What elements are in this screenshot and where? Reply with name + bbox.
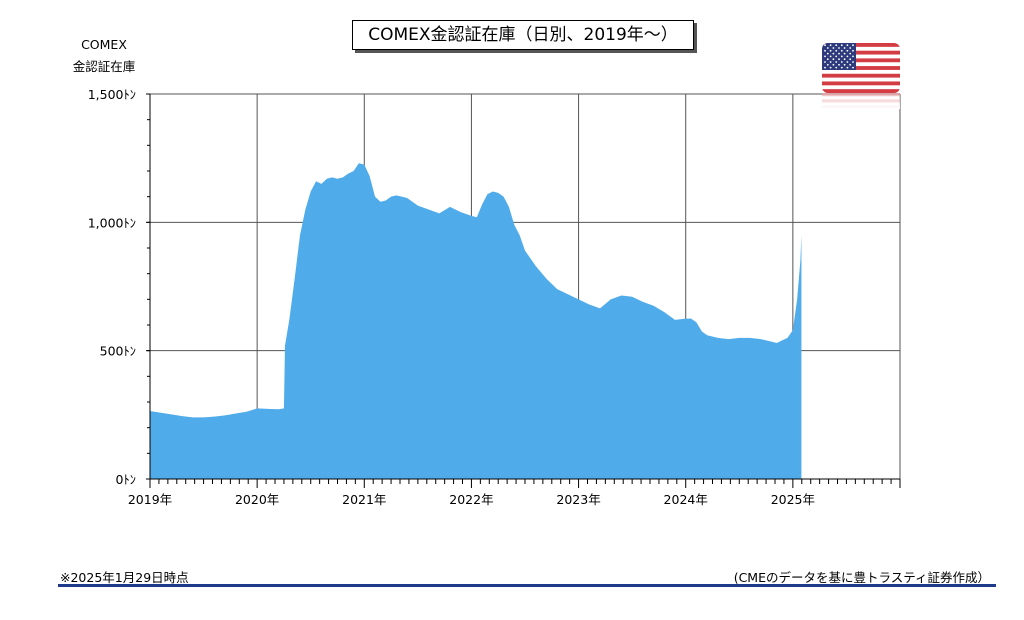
x-tick-label: 2019年 bbox=[128, 492, 172, 507]
footnote-date: ※2025年1月29日時点 bbox=[60, 570, 189, 585]
source-credit: (CMEのデータを基に豊トラスティ証券作成） bbox=[733, 570, 990, 585]
stock-area-series bbox=[150, 163, 802, 480]
x-tick-label: 2025年 bbox=[771, 492, 815, 507]
x-tick-label: 2023年 bbox=[556, 492, 600, 507]
us-flag-icon bbox=[822, 43, 900, 109]
chart-title: COMEX金認証在庫（日別、2019年～） bbox=[352, 20, 694, 50]
x-tick-label: 2022年 bbox=[449, 492, 493, 507]
y-axis-label-line-1: COMEX bbox=[81, 37, 127, 52]
axes bbox=[146, 93, 901, 488]
y-tick-label: 0ﾄﾝ bbox=[116, 472, 136, 487]
y-tick-label: 1,500ﾄﾝ bbox=[88, 87, 136, 102]
y-tick-label: 1,000ﾄﾝ bbox=[88, 215, 136, 230]
x-tick-label: 2020年 bbox=[235, 492, 279, 507]
footer-divider bbox=[58, 584, 996, 587]
y-tick-label: 500ﾄﾝ bbox=[100, 344, 136, 359]
y-axis-label: COMEX 金認証在庫 bbox=[62, 34, 146, 78]
y-axis-label-line-2: 金認証在庫 bbox=[72, 59, 136, 74]
x-tick-label: 2024年 bbox=[664, 492, 708, 507]
y-tick-labels: 0ﾄﾝ 500ﾄﾝ 1,000ﾄﾝ 1,500ﾄﾝ bbox=[88, 87, 136, 487]
x-tick-labels: 2019年 2020年 2021年 2022年 2023年 2024年 2025年 bbox=[128, 492, 815, 507]
x-tick-label: 2021年 bbox=[342, 492, 386, 507]
